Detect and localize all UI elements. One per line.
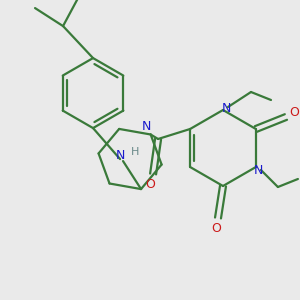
Text: O: O (145, 178, 155, 190)
Text: N: N (221, 101, 231, 115)
Text: N: N (254, 164, 264, 176)
Text: N: N (115, 148, 125, 162)
Text: O: O (289, 106, 299, 119)
Text: H: H (131, 147, 139, 157)
Text: O: O (211, 221, 221, 235)
Text: N: N (142, 120, 151, 133)
